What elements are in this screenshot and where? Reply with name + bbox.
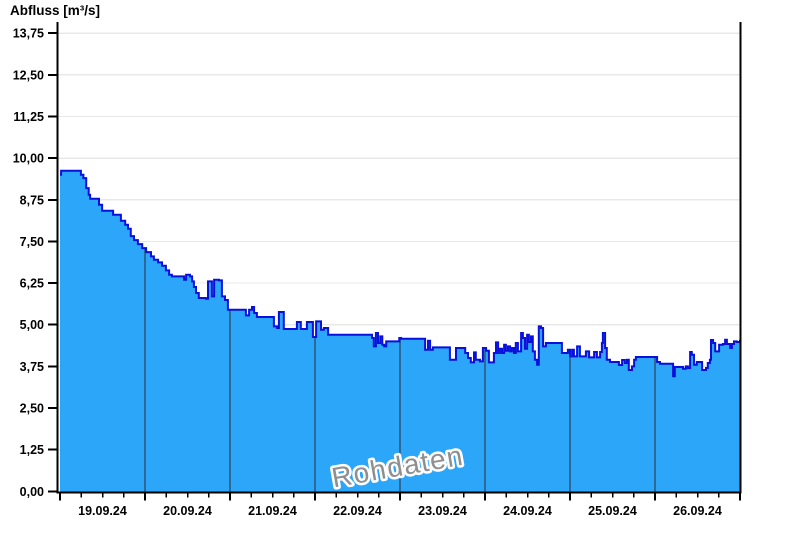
y-tick-label: 3,75 <box>20 360 44 374</box>
axes <box>56 22 742 494</box>
y-tick-label: 11,25 <box>13 110 44 124</box>
x-tick-label: 24.09.24 <box>503 504 552 518</box>
y-tick-label: 5,00 <box>20 318 44 332</box>
y-tick-label: 1,25 <box>20 443 44 457</box>
y-tick-label: 2,50 <box>20 402 44 416</box>
y-ticks <box>48 32 57 493</box>
y-tick-label: 6,25 <box>20 277 44 291</box>
x-ticks <box>59 493 741 501</box>
y-tick-label: 7,50 <box>20 235 44 249</box>
x-tick-label: 21.09.24 <box>248 504 297 518</box>
x-tick-label: 23.09.24 <box>418 504 467 518</box>
chart-title: Abfluss [m³/s] <box>10 3 101 18</box>
y-tick-label: 8,75 <box>20 193 44 207</box>
x-tick-label: 25.09.24 <box>588 504 637 518</box>
y-tick-label: 12,50 <box>13 68 44 82</box>
y-tick-label: 13,75 <box>13 27 44 41</box>
y-tick-labels: 0,00 1,25 2,50 3,75 5,00 6,25 7,50 8,75 10,00 11,… <box>13 27 44 499</box>
y-tick-label: 0,00 <box>20 485 44 499</box>
x-tick-label: 19.09.24 <box>78 504 127 518</box>
x-tick-label: 20.09.24 <box>163 504 212 518</box>
x-tick-labels: 19.09.24 20.09.24 21.09.24 22.09.24 23.09.24… <box>78 504 722 518</box>
y-tick-label: 10,00 <box>13 152 44 166</box>
area-outline <box>60 169 741 378</box>
x-tick-label: 22.09.24 <box>333 504 382 518</box>
x-tick-label: 26.09.24 <box>673 504 722 518</box>
